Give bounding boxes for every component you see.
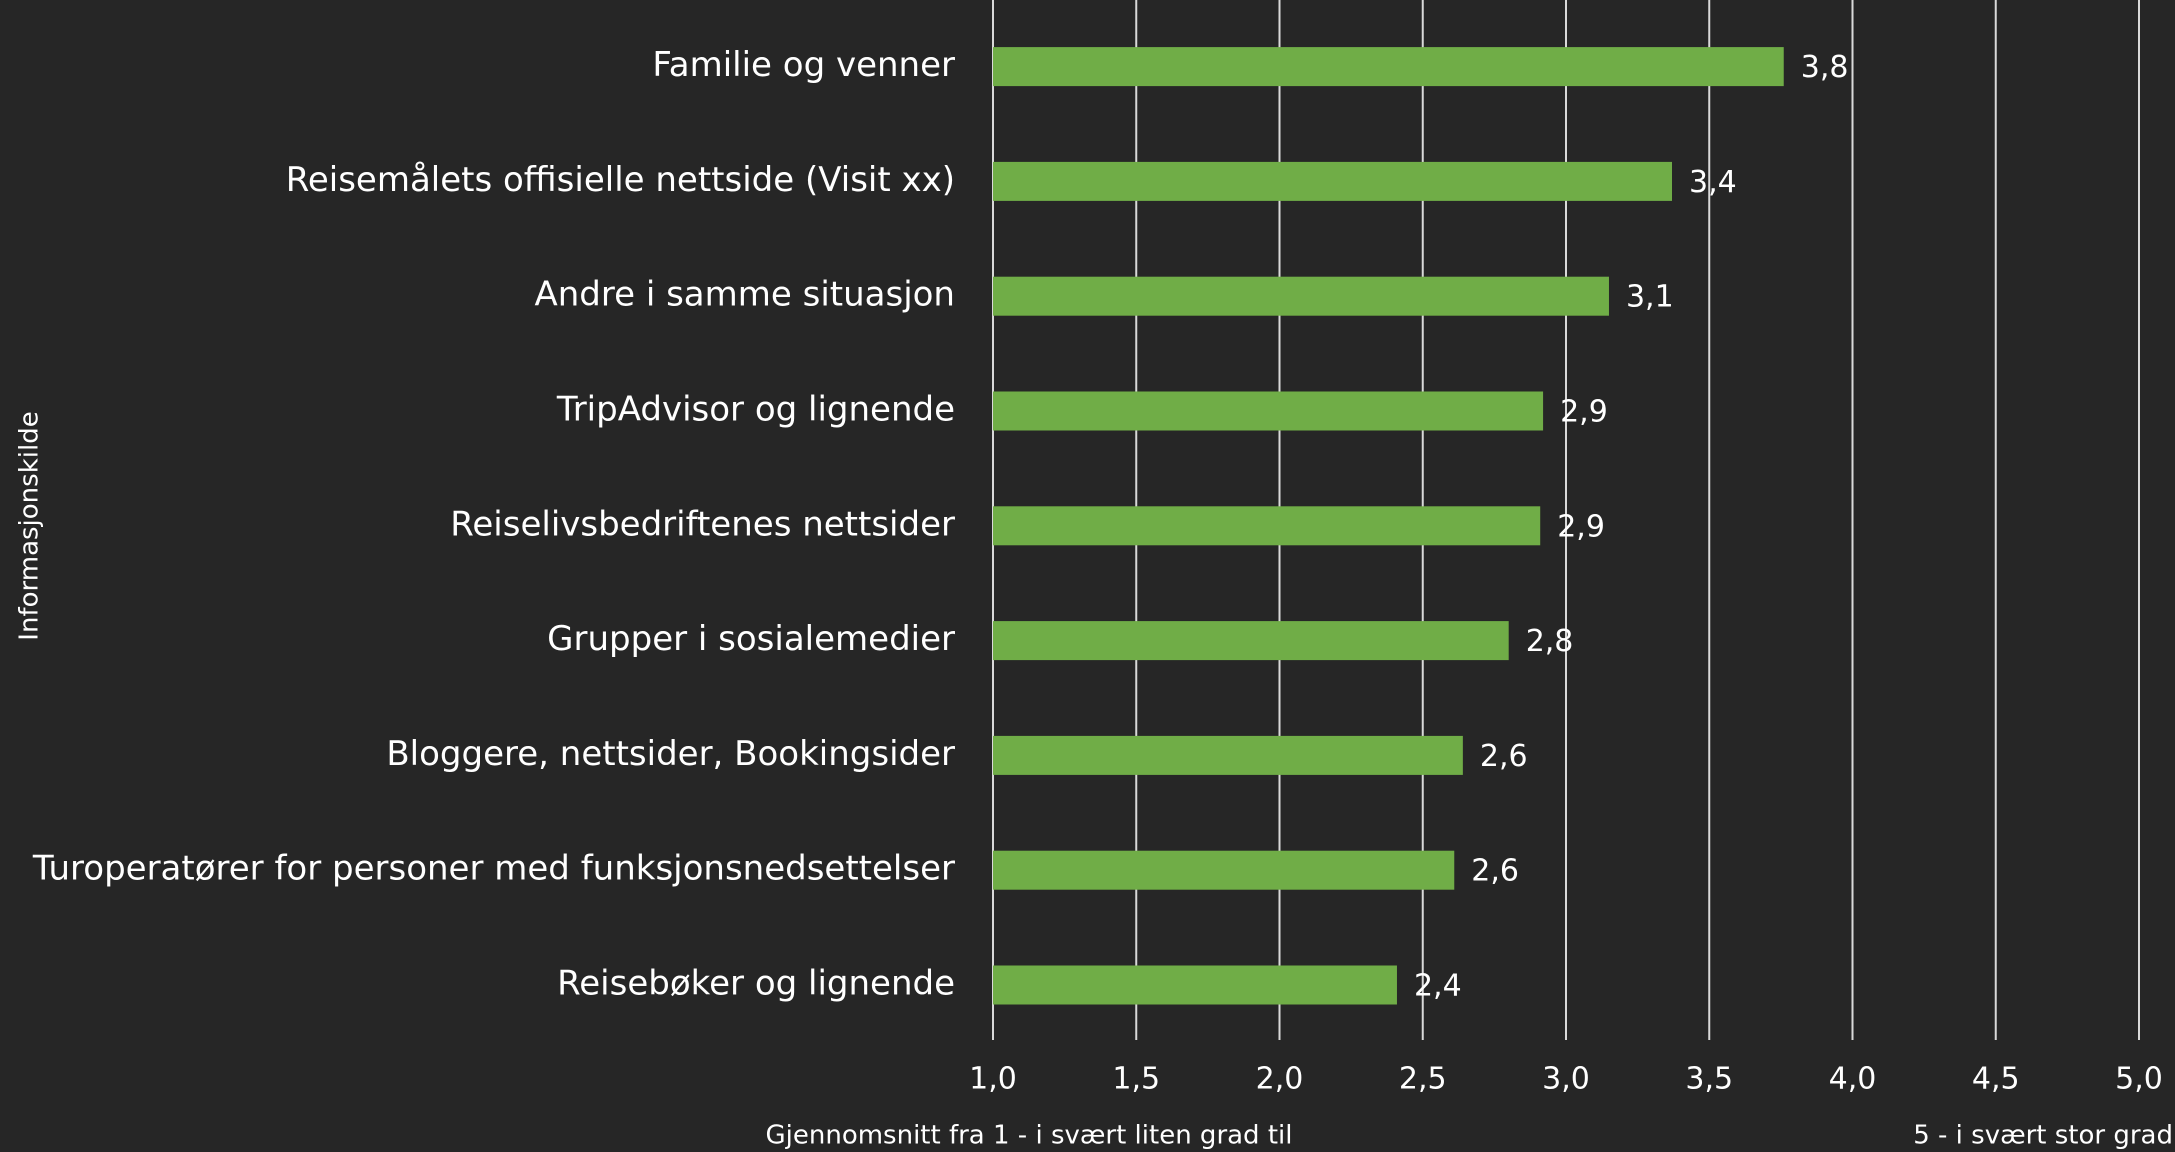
y-tick-label: Bloggere, nettsider, Bookingsider — [386, 734, 955, 774]
bar — [993, 276, 1609, 316]
y-tick-label: Reisebøker og lignende — [557, 964, 955, 1004]
value-label: 3,4 — [1689, 165, 1737, 200]
x-tick-label: 1,5 — [1112, 1062, 1160, 1097]
bar — [993, 47, 1784, 87]
y-tick-label: Familie og venner — [652, 45, 955, 85]
value-label: 2,6 — [1480, 739, 1528, 774]
x-tick-label: 5,0 — [2115, 1062, 2163, 1097]
y-tick-label: Reisemålets offisielle nettside (Visit x… — [286, 160, 955, 200]
x-tick-label: 1,0 — [969, 1062, 1017, 1097]
value-label: 2,4 — [1414, 969, 1462, 1004]
x-tick-label: 2,0 — [1256, 1062, 1304, 1097]
value-label: 3,1 — [1626, 280, 1674, 315]
bar — [993, 391, 1544, 431]
value-label: 2,9 — [1557, 509, 1605, 544]
bar — [993, 850, 1455, 890]
x-axis-label: 5 - i svært stor grad — [1913, 1121, 2173, 1151]
y-tick-label: Turoperatører for personer med funksjons… — [32, 849, 955, 889]
y-tick-label: Reiselivsbedriftenes nettsider — [450, 504, 955, 544]
value-label: 2,9 — [1560, 395, 1608, 430]
x-axis-label: Gjennomsnitt fra 1 - i svært liten grad … — [766, 1121, 1293, 1151]
bar — [993, 506, 1541, 546]
x-tick-label: 4,5 — [1972, 1062, 2020, 1097]
value-label: 3,8 — [1801, 50, 1849, 85]
y-tick-label: TripAdvisor og lignende — [556, 390, 955, 430]
bar — [993, 161, 1673, 201]
y-axis-label: Informasjonskilde — [15, 411, 45, 640]
x-tick-label: 3,5 — [1685, 1062, 1733, 1097]
x-tick-label: 3,0 — [1542, 1062, 1590, 1097]
value-label: 2,8 — [1526, 624, 1574, 659]
bar — [993, 965, 1397, 1005]
y-tick-label: Andre i samme situasjon — [534, 275, 955, 315]
x-tick-label: 2,5 — [1399, 1062, 1447, 1097]
bar — [993, 735, 1463, 775]
value-label: 2,6 — [1471, 854, 1519, 889]
x-tick-label: 4,0 — [1829, 1062, 1877, 1097]
y-tick-label: Grupper i sosialemedier — [547, 619, 955, 659]
bar — [993, 621, 1509, 661]
